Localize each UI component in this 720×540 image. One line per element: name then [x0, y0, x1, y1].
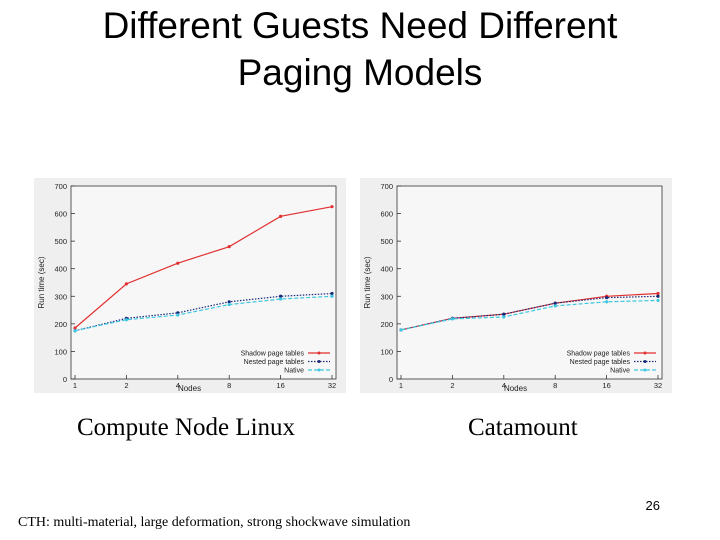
data-point [176, 311, 180, 315]
legend-label: Shadow page tables [567, 351, 631, 358]
legend-marker [317, 368, 321, 372]
legend-label: Native [284, 368, 304, 375]
chart-compute-node-linux: 0 100 200 300 400 500 600 700 1 2 4 8 16 32 Nodes Run t… [34, 178, 346, 393]
x-tick-label: 4 [502, 381, 506, 390]
y-tick-label: 700 [54, 182, 67, 191]
data-point [330, 291, 334, 296]
data-point [399, 328, 403, 332]
data-point [73, 329, 77, 333]
y-tick-label: 0 [389, 375, 393, 384]
data-point [176, 313, 180, 317]
data-point [73, 326, 77, 330]
x-tick-label: 8 [553, 381, 557, 390]
series-line-3 [400, 299, 659, 331]
slide-title: Different Guests Need Different Paging M… [0, 2, 720, 96]
series-line-2 [74, 292, 333, 332]
data-point [330, 294, 334, 298]
plot-area [70, 185, 337, 380]
data-point [656, 291, 660, 296]
data-point [227, 300, 231, 304]
series-line-1 [74, 206, 333, 329]
footnote: CTH: multi-material, large deformation, … [18, 515, 411, 530]
y-tick-label: 200 [380, 320, 393, 329]
plot-area [396, 185, 663, 380]
page-number: 26 [645, 498, 660, 513]
legend-label: Nested page tables [570, 359, 631, 366]
legend-marker [317, 360, 321, 363]
data-point [450, 317, 454, 321]
y-tick-label: 700 [380, 182, 393, 191]
series-line-2 [400, 295, 659, 331]
data-point [605, 300, 609, 304]
x-tick-label: 1 [73, 381, 77, 390]
y-tick-label: 100 [54, 347, 67, 356]
data-point [605, 296, 609, 300]
data-point [553, 301, 557, 305]
data-point [502, 312, 506, 316]
x-tick-label: 16 [602, 381, 610, 390]
data-point [656, 298, 660, 303]
x-tick-label: 2 [124, 381, 128, 390]
legend-marker [643, 360, 647, 363]
caption-left: Compute Node Linux [77, 414, 296, 441]
data-point [279, 214, 283, 218]
series-line-3 [74, 295, 333, 332]
x-tick-label: 1 [399, 381, 403, 390]
legend-marker [643, 351, 647, 355]
y-tick-label: 500 [54, 237, 67, 246]
y-tick-label: 100 [380, 347, 393, 356]
title-line-2: Paging Models [237, 52, 483, 93]
y-axis-label: Run time (sec) [363, 256, 372, 308]
y-axis-label: Run time (sec) [37, 256, 46, 308]
y-tick-label: 0 [63, 375, 67, 384]
data-point [502, 315, 506, 319]
data-point [124, 318, 128, 322]
x-axis-label: Nodes [178, 384, 201, 393]
legend-label: Shadow page tables [241, 351, 305, 358]
y-tick-label: 600 [380, 210, 393, 219]
legend-label: Native [610, 368, 630, 375]
title-line-1: Different Guests Need Different [102, 5, 618, 46]
legend-marker [643, 368, 647, 372]
x-tick-label: 8 [227, 381, 231, 390]
y-tick-label: 200 [54, 320, 67, 329]
data-point [330, 205, 334, 209]
y-tick-label: 400 [380, 265, 393, 274]
data-point [124, 282, 128, 286]
data-point [279, 297, 283, 301]
data-point [656, 294, 660, 298]
y-tick-label: 300 [380, 292, 393, 301]
legend-marker [317, 351, 321, 355]
x-axis-label: Nodes [504, 384, 527, 393]
x-tick-label: 4 [176, 381, 180, 390]
caption-right: Catamount [468, 414, 578, 441]
data-point [279, 294, 283, 298]
x-tick-label: 2 [450, 381, 454, 390]
x-tick-label: 32 [654, 381, 662, 390]
chart-catamount: 0 100 200 300 400 500 600 700 1 2 4 8 16 32 Nodes Run t… [360, 178, 672, 393]
x-tick-label: 32 [328, 381, 336, 390]
y-tick-label: 400 [54, 265, 67, 274]
data-point [176, 261, 180, 265]
data-point [227, 245, 231, 249]
y-tick-label: 600 [54, 210, 67, 219]
y-tick-label: 500 [380, 237, 393, 246]
legend-label: Nested page tables [244, 359, 305, 366]
data-point [553, 304, 557, 308]
x-tick-label: 16 [276, 381, 284, 390]
data-point [227, 302, 231, 307]
y-tick-label: 300 [54, 292, 67, 301]
